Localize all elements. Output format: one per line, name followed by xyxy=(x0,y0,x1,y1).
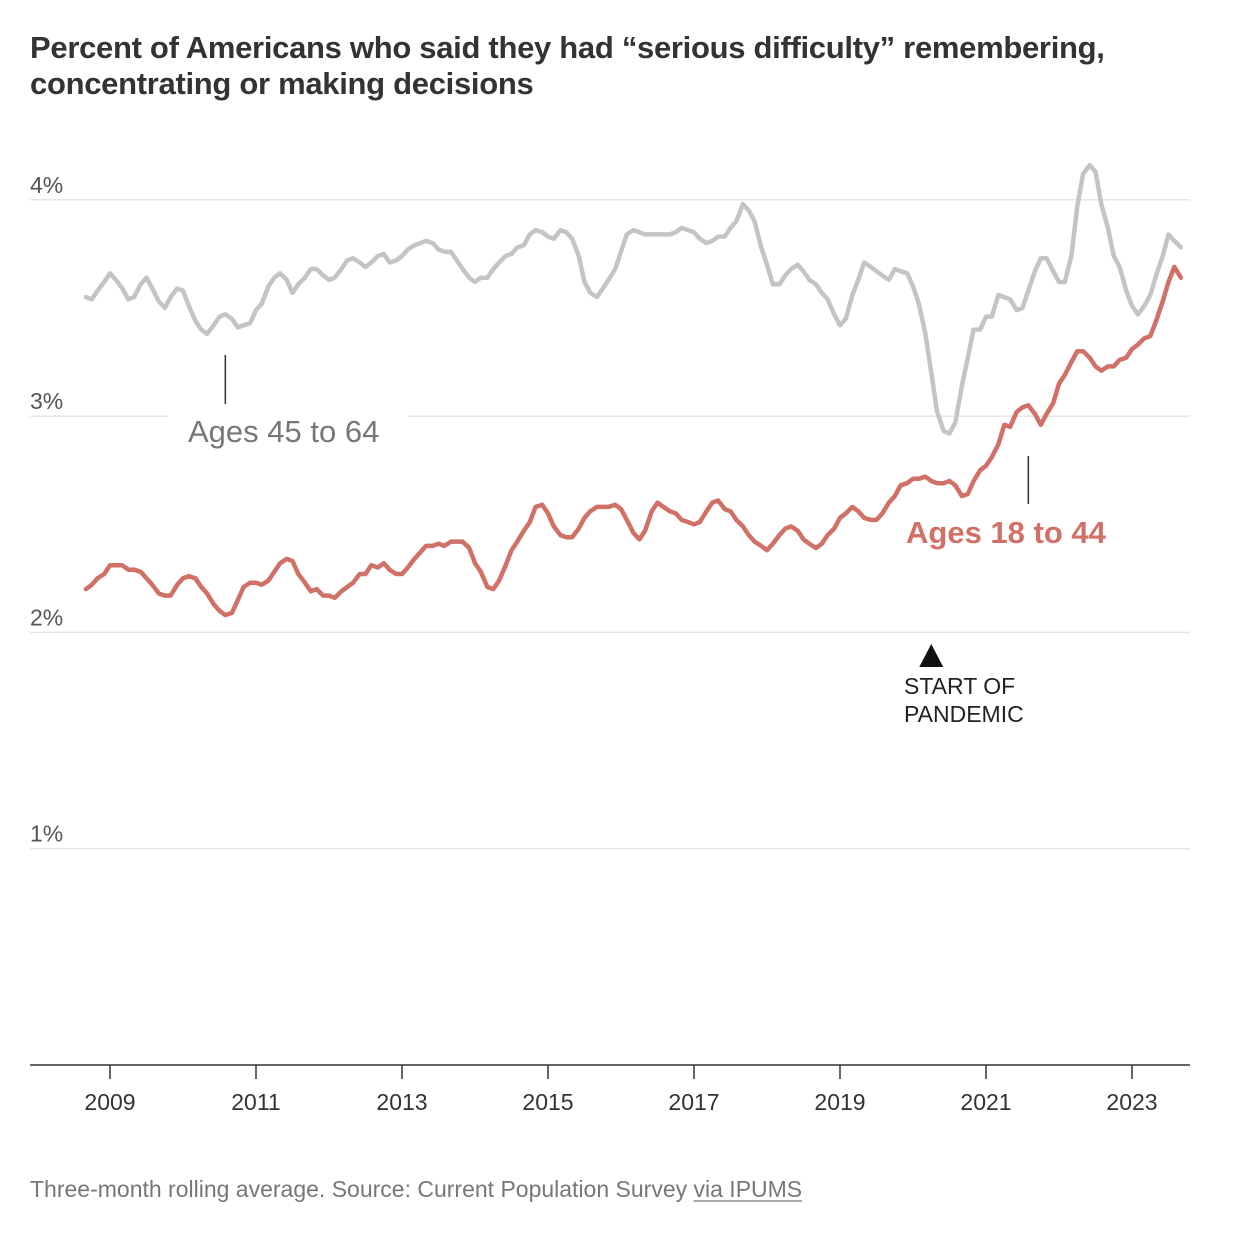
series-line-ages-45-to-64 xyxy=(83,162,1184,436)
label-background-ages-45-to-64 xyxy=(168,406,408,456)
series-line-ages-18-to-44 xyxy=(83,264,1184,618)
x-tick-label-2015: 2015 xyxy=(522,1089,573,1115)
annotations: Ages 45 to 64 Ages 18 to 44 START OFPANDEM… xyxy=(168,355,1107,727)
pandemic-label-line-1: START OF xyxy=(904,673,1015,699)
series-label-ages-18-to-44: Ages 18 to 44 xyxy=(906,515,1107,550)
y-tick-label-3: 3% xyxy=(30,388,63,414)
x-tick-label-2013: 2013 xyxy=(376,1089,427,1115)
source-text: Three-month rolling average. Source: Cur… xyxy=(30,1176,694,1202)
grid-lines xyxy=(30,199,1190,850)
y-tick-label-2: 2% xyxy=(30,604,63,630)
series-label-ages-45-to-64: Ages 45 to 64 xyxy=(188,414,379,449)
pandemic-marker-triangle-icon xyxy=(919,644,944,667)
x-axis: 2009 2011 2013 2015 2017 2019 2021 2023 xyxy=(30,1064,1190,1115)
y-tick-label-1: 1% xyxy=(30,821,63,847)
y-tick-label-4: 4% xyxy=(30,172,63,198)
source-link[interactable]: via IPUMS xyxy=(693,1176,803,1202)
chart-title: Percent of Americans who said they had “… xyxy=(30,30,1105,101)
series-lines xyxy=(83,162,1184,618)
x-tick-label-2021: 2021 xyxy=(960,1089,1011,1115)
x-tick-label-2009: 2009 xyxy=(84,1089,135,1115)
x-tick-label-2017: 2017 xyxy=(668,1089,719,1115)
pandemic-label-line-2: PANDEMIC xyxy=(904,701,1024,727)
x-tick-label-2011: 2011 xyxy=(231,1089,280,1115)
y-axis-tick-labels: 1% 2% 3% 4% xyxy=(30,172,63,847)
x-tick-label-2023: 2023 xyxy=(1106,1089,1157,1115)
source-note: Three-month rolling average. Source: Cur… xyxy=(30,1176,802,1203)
x-tick-label-2019: 2019 xyxy=(814,1089,865,1115)
